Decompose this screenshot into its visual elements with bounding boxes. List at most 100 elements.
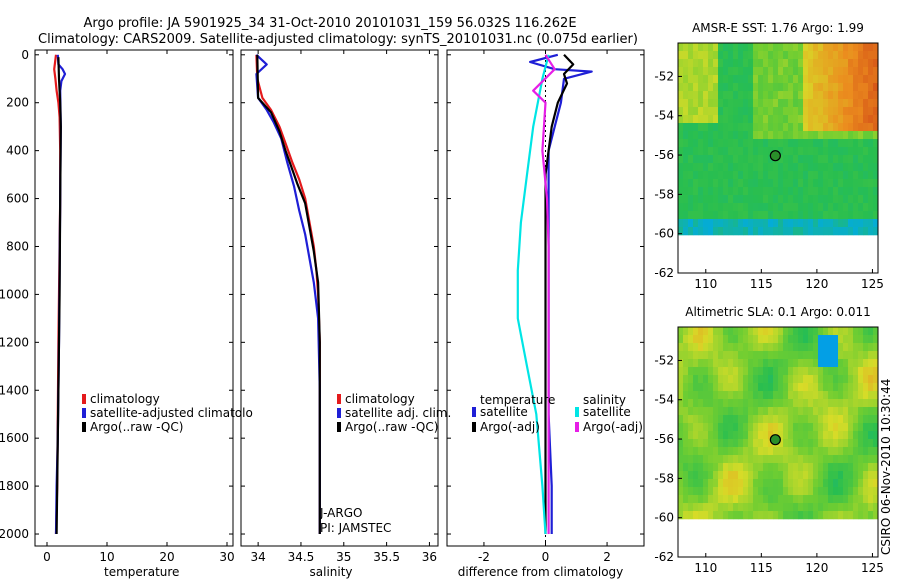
sst_map-cell — [708, 115, 714, 124]
sla_map-cell — [688, 439, 694, 448]
sst_map-cell — [773, 219, 779, 228]
sla_map-cell — [793, 399, 799, 408]
sla_map-cell — [753, 359, 759, 368]
sst_map-cell — [688, 59, 694, 68]
sst_map-cell — [823, 91, 829, 100]
sla_map-cell — [838, 367, 844, 376]
sla_map-cell — [733, 343, 739, 352]
sla_map-cell — [833, 415, 839, 424]
sla_map-cell — [733, 431, 739, 440]
sst_map-cell — [768, 195, 774, 204]
sst_map-cell — [693, 147, 699, 156]
sst_map-cell — [733, 91, 739, 100]
sst_map-cell — [693, 219, 699, 228]
sla_map-cell — [733, 359, 739, 368]
sla_map-cell — [733, 327, 739, 336]
sst_map-cell — [863, 83, 869, 92]
sla_map-cell — [838, 415, 844, 424]
sst_map-cell — [818, 51, 824, 60]
sla_map-cell — [778, 343, 784, 352]
sst_map-cell — [768, 203, 774, 212]
sst_map-cell — [718, 67, 724, 76]
sst_map-cell — [793, 123, 799, 132]
sst_map-cell — [768, 75, 774, 84]
sla_map-cell — [708, 415, 714, 424]
sla_map-cell — [793, 351, 799, 360]
temperature-legend-label: satellite-adjusted climatolo — [90, 406, 253, 420]
sla_map-cell — [848, 383, 854, 392]
sst_map-cell — [813, 59, 819, 68]
sla_map-cell — [703, 383, 709, 392]
sla_map-cell — [713, 327, 719, 336]
sla_map-cell — [683, 431, 689, 440]
sla_map-cell — [698, 471, 704, 480]
sst_map-cell — [848, 155, 854, 164]
sla_map-cell — [838, 343, 844, 352]
sst_map-cell — [738, 43, 744, 52]
sst_map-cell — [718, 59, 724, 68]
sla_map-cell — [793, 423, 799, 432]
sla_map-cell — [683, 479, 689, 488]
sla_map-cell — [743, 447, 749, 456]
sla_map-cell — [693, 343, 699, 352]
sla_map-cell — [868, 431, 874, 440]
sla_map-cell — [833, 463, 839, 472]
sla_map-cell — [728, 439, 734, 448]
sst_map-cell — [838, 179, 844, 188]
sla_map-cell — [698, 455, 704, 464]
sla_map-cell — [713, 375, 719, 384]
sst_map-cell — [833, 171, 839, 180]
sla_map-cell — [763, 423, 769, 432]
sst_map-cell — [858, 179, 864, 188]
temperature-xlabel: temperature — [104, 565, 179, 579]
sla_map-cell — [703, 359, 709, 368]
sst_map-cell — [763, 187, 769, 196]
sla_map-cell — [703, 407, 709, 416]
sla_map-cell — [718, 487, 724, 496]
sla_map-cell — [688, 399, 694, 408]
sst_map-cell — [743, 67, 749, 76]
sla_map-cell — [708, 503, 714, 512]
sst_map-cell — [813, 83, 819, 92]
sla_map-cell — [683, 495, 689, 504]
sla_map-cell — [828, 455, 834, 464]
sst_map-cell — [718, 43, 724, 52]
sst_map-cell — [698, 163, 704, 172]
sla_map-cell — [808, 343, 814, 352]
sla_map-cell — [793, 471, 799, 480]
sla_map-cell — [718, 335, 724, 344]
sla_map-cell — [733, 495, 739, 504]
sla_map-cell — [738, 367, 744, 376]
sst_map-cell — [763, 83, 769, 92]
sst_map-cell — [768, 227, 774, 236]
sla_map-cell — [708, 487, 714, 496]
sst_map-cell — [738, 107, 744, 116]
sst_map-cell — [683, 43, 689, 52]
sla_map-field — [678, 327, 879, 520]
sst_map-cell — [768, 219, 774, 228]
sst_map-cell — [723, 75, 729, 84]
sst_map-cell — [873, 227, 879, 236]
sla_map-cell — [778, 391, 784, 400]
sla_map-cell — [858, 471, 864, 480]
sla_map-cell — [768, 503, 774, 512]
sst_map-cell — [698, 99, 704, 108]
sla_map-cell — [713, 391, 719, 400]
sla_map-cell — [808, 423, 814, 432]
sla_map-cell — [693, 439, 699, 448]
sst_map-cell — [808, 115, 814, 124]
sst_map-cell — [838, 131, 844, 140]
sst_map-cell — [713, 131, 719, 140]
sla_map-cell — [703, 327, 709, 336]
sla_map-cell — [863, 431, 869, 440]
sla_map-cell — [858, 455, 864, 464]
sla_map-cell — [703, 423, 709, 432]
sla_map-cell — [853, 431, 859, 440]
sst_map-cell — [703, 195, 709, 204]
sst_map-cell — [768, 211, 774, 220]
sst_map-cell — [873, 195, 879, 204]
sst_map-cell — [858, 59, 864, 68]
sst_map-cell — [793, 187, 799, 196]
sst_map-cell — [823, 187, 829, 196]
sst_map-cell — [748, 59, 754, 68]
